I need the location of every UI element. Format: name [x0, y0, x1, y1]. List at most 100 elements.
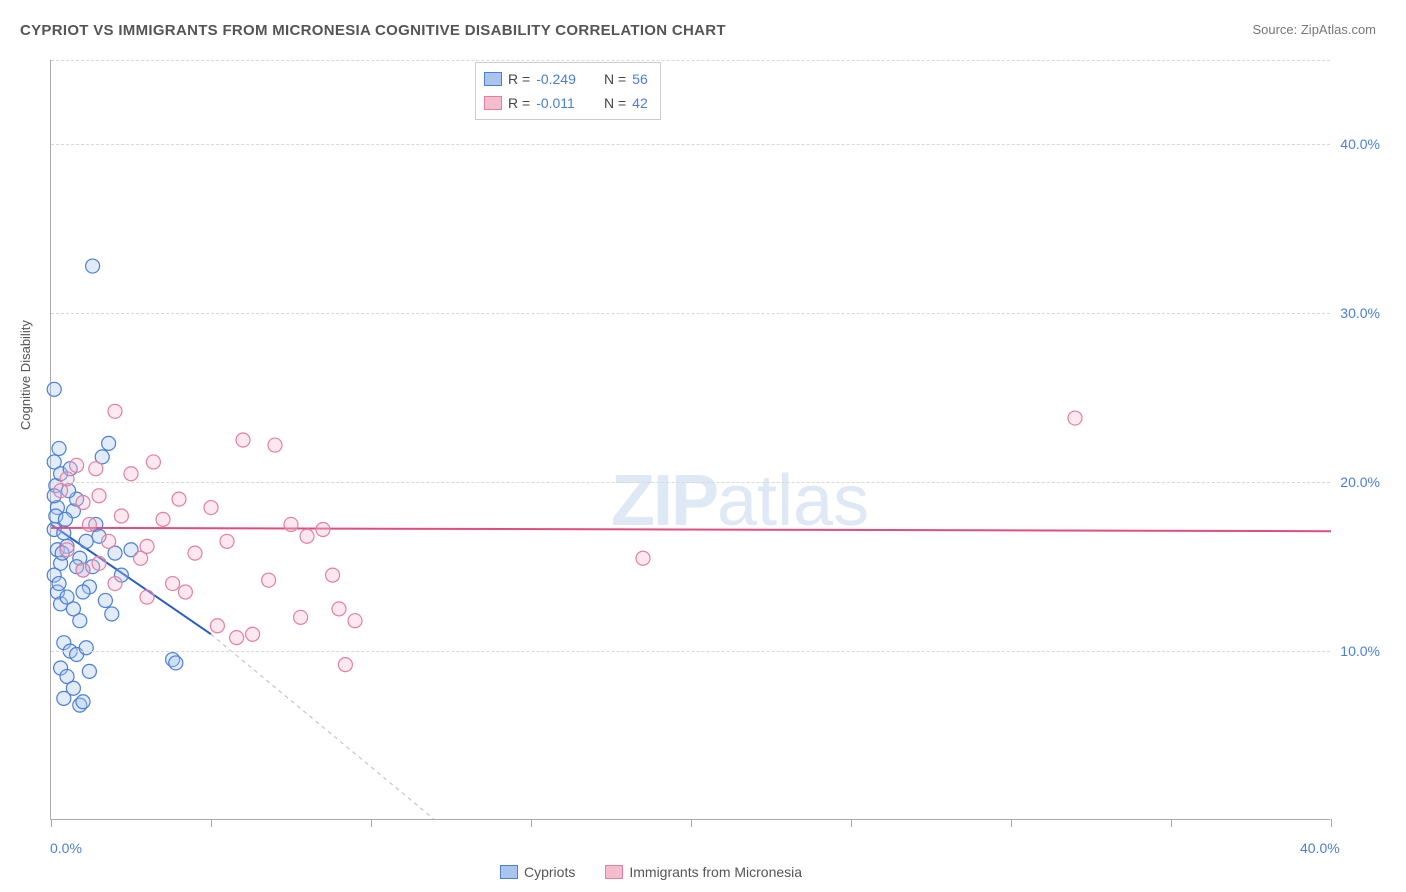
- gridline: [51, 144, 1330, 145]
- legend-swatch: [500, 865, 518, 879]
- x-tick: [1171, 819, 1172, 827]
- x-tick-label: 40.0%: [1300, 840, 1340, 856]
- scatter-point: [86, 259, 100, 273]
- stats-n-label: N =: [596, 67, 626, 91]
- scatter-point: [76, 563, 90, 577]
- scatter-point: [105, 607, 119, 621]
- gridline: [51, 60, 1330, 61]
- scatter-point: [294, 610, 308, 624]
- scatter-point: [220, 534, 234, 548]
- stats-r-value: -0.011: [536, 91, 590, 115]
- legend-swatch: [484, 96, 502, 110]
- y-tick-label: 40.0%: [1340, 136, 1380, 152]
- x-tick: [1011, 819, 1012, 827]
- gridline: [51, 482, 1330, 483]
- scatter-point: [60, 543, 74, 557]
- bottom-legend: Cypriots Immigrants from Micronesia: [500, 864, 802, 880]
- scatter-point: [268, 438, 282, 452]
- x-tick: [1331, 819, 1332, 827]
- scatter-point: [178, 585, 192, 599]
- scatter-point: [172, 492, 186, 506]
- scatter-point: [284, 517, 298, 531]
- stats-r-label: R =: [508, 67, 530, 91]
- scatter-point: [156, 512, 170, 526]
- x-tick: [371, 819, 372, 827]
- scatter-point: [92, 489, 106, 503]
- scatter-point: [52, 577, 66, 591]
- x-tick: [211, 819, 212, 827]
- scatter-point: [230, 631, 244, 645]
- x-tick: [851, 819, 852, 827]
- y-axis-label: Cognitive Disability: [18, 320, 33, 430]
- scatter-point: [140, 539, 154, 553]
- scatter-point: [332, 602, 346, 616]
- stats-n-value: 56: [632, 67, 648, 91]
- bottom-legend-item: Immigrants from Micronesia: [605, 864, 802, 880]
- scatter-point: [79, 534, 93, 548]
- scatter-point: [124, 467, 138, 481]
- scatter-point: [47, 382, 61, 396]
- stats-r-label: R =: [508, 91, 530, 115]
- scatter-point: [98, 593, 112, 607]
- legend-label: Immigrants from Micronesia: [629, 864, 802, 880]
- stats-n-label: N =: [596, 91, 626, 115]
- y-tick-label: 10.0%: [1340, 643, 1380, 659]
- stats-r-value: -0.249: [536, 67, 590, 91]
- stats-legend-row: R = -0.011 N =42: [484, 91, 648, 115]
- source-attribution: Source: ZipAtlas.com: [1252, 22, 1376, 37]
- scatter-point: [1068, 411, 1082, 425]
- stats-legend: R = -0.249 N =56 R = -0.011 N =42: [475, 62, 661, 120]
- scatter-point: [102, 436, 116, 450]
- scatter-point: [89, 462, 103, 476]
- scatter-point: [316, 523, 330, 537]
- stats-n-value: 42: [632, 91, 648, 115]
- scatter-point: [73, 614, 87, 628]
- scatter-point: [52, 441, 66, 455]
- trend-line-dashed: [211, 634, 435, 820]
- scatter-point: [108, 577, 122, 591]
- scatter-point: [47, 455, 61, 469]
- scatter-point: [82, 517, 96, 531]
- scatter-point: [348, 614, 362, 628]
- bottom-legend-item: Cypriots: [500, 864, 575, 880]
- x-tick: [691, 819, 692, 827]
- y-tick-label: 20.0%: [1340, 474, 1380, 490]
- scatter-point: [102, 534, 116, 548]
- x-tick: [51, 819, 52, 827]
- scatter-point: [300, 529, 314, 543]
- scatter-point: [210, 619, 224, 633]
- legend-label: Cypriots: [524, 864, 575, 880]
- scatter-point: [326, 568, 340, 582]
- scatter-point: [108, 404, 122, 418]
- scatter-point: [76, 495, 90, 509]
- chart-plot-area: ZIPatlas: [50, 60, 1330, 820]
- scatter-point: [76, 695, 90, 709]
- scatter-point: [204, 501, 218, 515]
- scatter-point: [70, 458, 84, 472]
- scatter-point: [76, 585, 90, 599]
- chart-title: CYPRIOT VS IMMIGRANTS FROM MICRONESIA CO…: [20, 22, 726, 39]
- scatter-point: [188, 546, 202, 560]
- x-tick: [531, 819, 532, 827]
- scatter-point: [60, 472, 74, 486]
- scatter-point: [166, 577, 180, 591]
- gridline: [51, 651, 1330, 652]
- legend-swatch: [484, 72, 502, 86]
- y-tick-label: 30.0%: [1340, 305, 1380, 321]
- scatter-plot-svg: [51, 60, 1330, 819]
- scatter-point: [169, 656, 183, 670]
- trend-line: [51, 528, 1331, 531]
- scatter-point: [58, 512, 72, 526]
- scatter-point: [114, 509, 128, 523]
- scatter-point: [92, 556, 106, 570]
- scatter-point: [636, 551, 650, 565]
- scatter-point: [82, 664, 96, 678]
- scatter-point: [57, 691, 71, 705]
- scatter-point: [79, 641, 93, 655]
- scatter-point: [140, 590, 154, 604]
- scatter-point: [246, 627, 260, 641]
- stats-legend-row: R = -0.249 N =56: [484, 67, 648, 91]
- scatter-point: [262, 573, 276, 587]
- legend-swatch: [605, 865, 623, 879]
- x-tick-label: 0.0%: [50, 840, 82, 856]
